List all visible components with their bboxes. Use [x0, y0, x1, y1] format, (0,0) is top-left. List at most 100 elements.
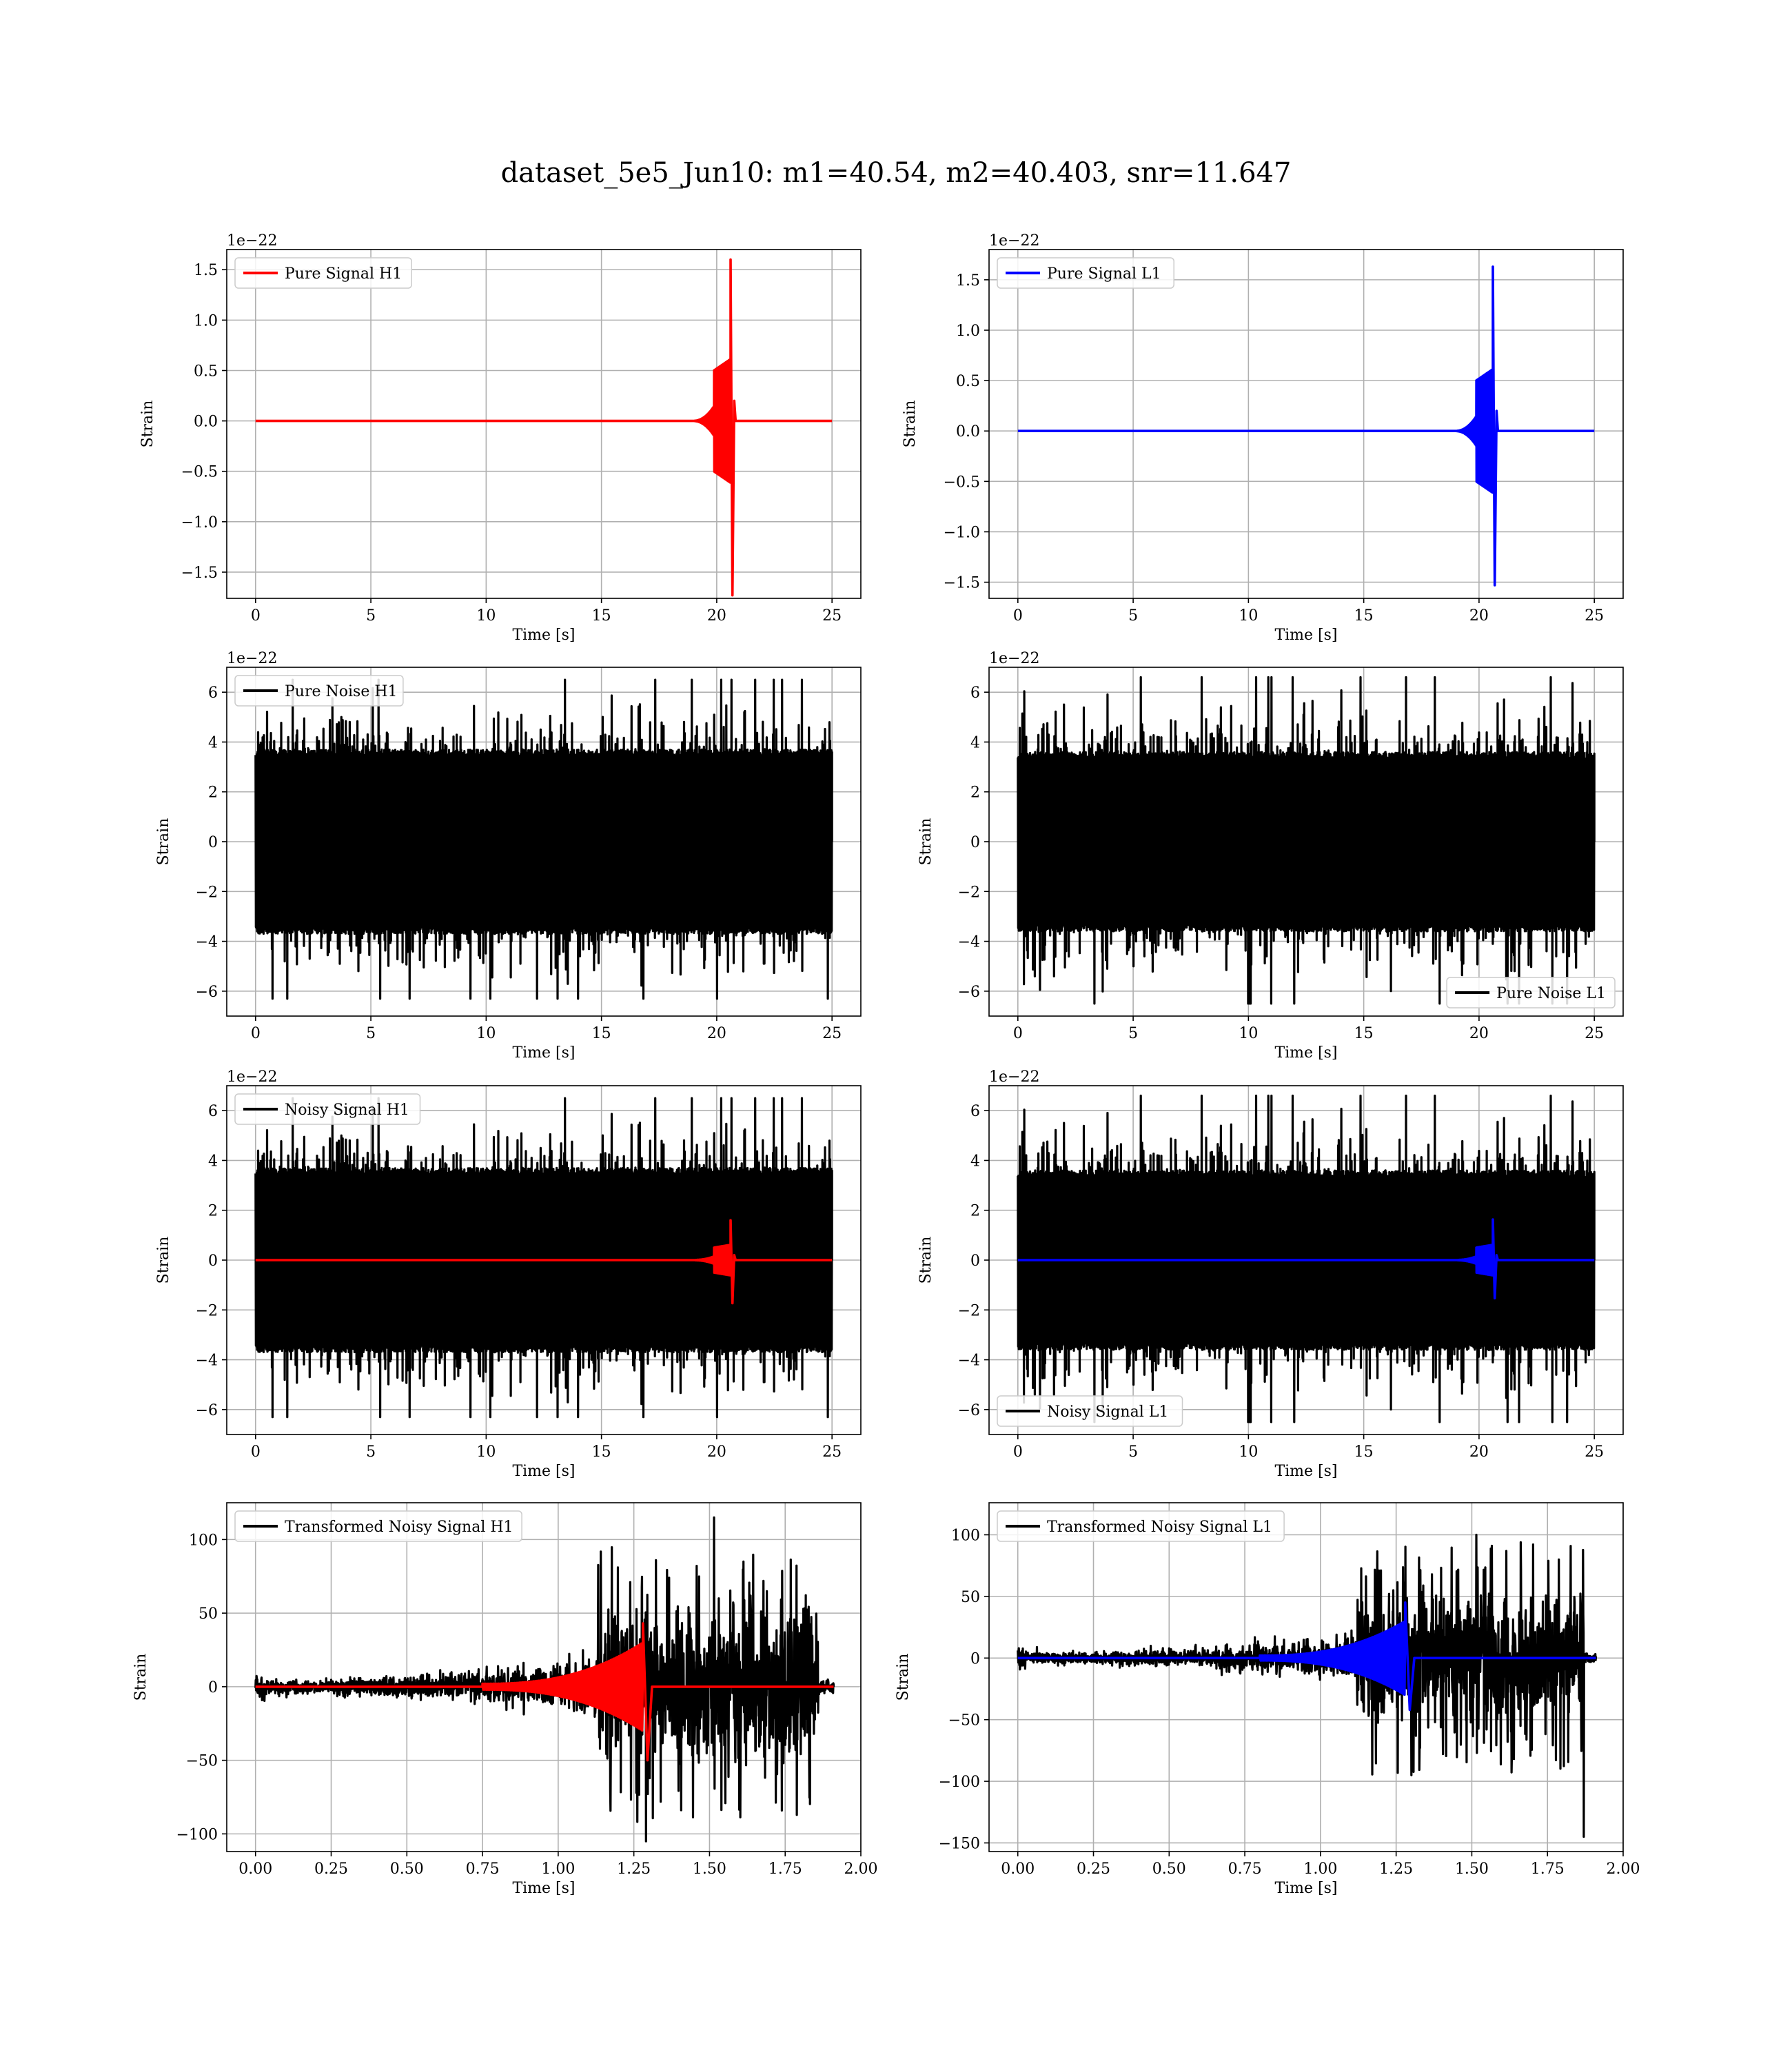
x-tick-label: 20 — [707, 1025, 726, 1042]
y-tick-label: −0.5 — [944, 474, 980, 491]
x-tick-label: 20 — [1469, 607, 1489, 625]
x-tick-label: 0.00 — [1001, 1861, 1035, 1878]
x-tick-label: 10 — [476, 607, 496, 625]
series-line-primary — [1017, 1533, 1598, 1838]
x-tick-label: 1.50 — [693, 1861, 726, 1878]
y-tick-label: 1.0 — [956, 323, 980, 340]
legend-label: Transformed Noisy Signal L1 — [1047, 1519, 1272, 1536]
subplot-transformed-h1: 0.00 0.25 0.50 0.75 1.00 1.25 1.50 1.75 2.00 −100… — [132, 1502, 877, 1897]
subplot-noisy-signal-h1: 0 5 10 15 20 25 −6 −4 −2 0 2 4 6 Time [s] Strain 1e−22 N… — [155, 1068, 862, 1480]
axes-frame — [226, 249, 862, 599]
plot-area — [255, 258, 833, 597]
y-offset-text: 1e−22 — [227, 1068, 277, 1086]
x-tick-label: 0 — [1013, 1025, 1023, 1042]
x-tick-label: 1.25 — [1379, 1861, 1413, 1878]
axes-frame — [226, 1502, 862, 1852]
x-tick-label: 25 — [822, 1025, 842, 1042]
y-axis-label: Strain — [895, 1654, 912, 1701]
x-tick-label: 5 — [366, 1443, 376, 1461]
plot-area — [1017, 265, 1595, 587]
y-tick-label: 4 — [208, 734, 218, 751]
axes-frame — [988, 249, 1624, 599]
subplot-pure-signal-l1: 0 5 10 15 20 25 −1.5 −1.0 −0.5 0.0 0.5 1.0 1.5 Time [… — [902, 232, 1624, 644]
y-tick-label: −4 — [196, 934, 218, 951]
legend-label: Noisy Signal L1 — [1047, 1403, 1168, 1421]
y-offset-text: 1e−22 — [989, 650, 1039, 667]
legend-label: Pure Noise L1 — [1496, 985, 1606, 1002]
x-tick-label: 5 — [1128, 1443, 1138, 1461]
y-tick-label: −1.5 — [181, 565, 218, 582]
y-tick-label: 2 — [208, 1203, 218, 1220]
y-tick-label: 0.5 — [194, 363, 218, 380]
y-tick-label: 2 — [970, 784, 980, 802]
series-line-overlay — [1017, 1218, 1595, 1300]
y-axis-label: Strain — [917, 818, 935, 866]
y-tick-label: −1.0 — [944, 524, 980, 541]
x-tick-label: 20 — [707, 1443, 726, 1461]
y-tick-label: −1.5 — [944, 575, 980, 592]
y-tick-label: 4 — [970, 734, 980, 751]
x-tick-label: 1.00 — [541, 1861, 575, 1878]
y-tick-label: 0 — [970, 834, 980, 851]
plot-area — [254, 1097, 833, 1419]
x-tick-label: 25 — [1585, 1443, 1604, 1461]
x-tick-label: 20 — [707, 607, 726, 625]
x-tick-label: 10 — [1239, 607, 1258, 625]
y-tick-label: 6 — [208, 685, 218, 702]
legend: Transformed Noisy Signal L1 — [997, 1510, 1285, 1542]
legend-box — [234, 675, 404, 707]
legend: Transformed Noisy Signal H1 — [234, 1510, 522, 1542]
y-tick-label: −50 — [186, 1753, 218, 1770]
y-tick-label: 0 — [970, 1253, 980, 1270]
x-tick-label: 0.50 — [390, 1861, 424, 1878]
y-tick-label: −2 — [196, 884, 218, 901]
y-offset-text: 1e−22 — [227, 650, 277, 667]
x-tick-label: 0 — [251, 1025, 261, 1042]
plot-area — [1017, 1533, 1598, 1838]
y-tick-label: 6 — [970, 1103, 980, 1120]
y-axis-label: Strain — [902, 401, 919, 448]
y-tick-label: −6 — [958, 984, 980, 1001]
legend: Pure Noise H1 — [234, 675, 404, 707]
figure-title: dataset_5e5_Jun10: m1=40.54, m2=40.403, … — [500, 157, 1292, 189]
x-tick-label: 0 — [1013, 1443, 1023, 1461]
subplot-pure-noise-l1: 0 5 10 15 20 25 −6 −4 −2 0 2 4 6 Time [s] Strain 1e−22 P… — [917, 650, 1624, 1062]
y-tick-label: −100 — [939, 1774, 980, 1791]
x-tick-label: 1.00 — [1303, 1861, 1337, 1878]
y-axis-label: Strain — [917, 1237, 935, 1284]
y-tick-label: 100 — [951, 1527, 980, 1544]
x-tick-label: 25 — [822, 607, 842, 625]
y-tick-label: 6 — [970, 685, 980, 702]
legend-label: Transformed Noisy Signal H1 — [285, 1519, 513, 1536]
x-tick-label: 5 — [366, 1025, 376, 1042]
legend-box — [997, 1510, 1285, 1542]
series-line-primary — [254, 678, 833, 1000]
y-axis-label: Strain — [139, 401, 156, 448]
x-tick-label: 5 — [1128, 607, 1138, 625]
x-tick-label: 25 — [1585, 1025, 1604, 1042]
legend-box — [997, 1395, 1183, 1427]
x-tick-label: 0.75 — [1228, 1861, 1262, 1878]
y-tick-label: −150 — [939, 1835, 980, 1852]
y-tick-label: −1.0 — [181, 514, 218, 531]
series-line-overlay — [1017, 1601, 1596, 1712]
axes-frame — [988, 1502, 1624, 1852]
series-line-primary — [1017, 1094, 1596, 1423]
legend: Noisy Signal L1 — [997, 1395, 1183, 1427]
legend-box — [234, 1510, 522, 1542]
x-tick-label: 0 — [251, 607, 261, 625]
legend-box — [1446, 977, 1616, 1008]
x-tick-label: 15 — [592, 1443, 611, 1461]
x-axis-label: Time [s] — [512, 1044, 575, 1062]
y-tick-label: 0 — [208, 1253, 218, 1270]
y-offset-text: 1e−22 — [227, 232, 277, 250]
y-tick-label: 50 — [198, 1605, 218, 1623]
x-tick-label: 1.25 — [617, 1861, 651, 1878]
y-axis-label: Strain — [155, 818, 172, 866]
x-axis-label: Time [s] — [1274, 1044, 1337, 1062]
plot-area — [254, 1516, 835, 1843]
subplot-pure-signal-h1: 0 5 10 15 20 25 −1.5 −1.0 −0.5 0.0 0.5 1.0 1.5 Time [… — [139, 232, 862, 644]
y-offset-text: 1e−22 — [989, 1068, 1039, 1086]
x-tick-label: 20 — [1469, 1443, 1489, 1461]
x-tick-label: 20 — [1469, 1025, 1489, 1042]
